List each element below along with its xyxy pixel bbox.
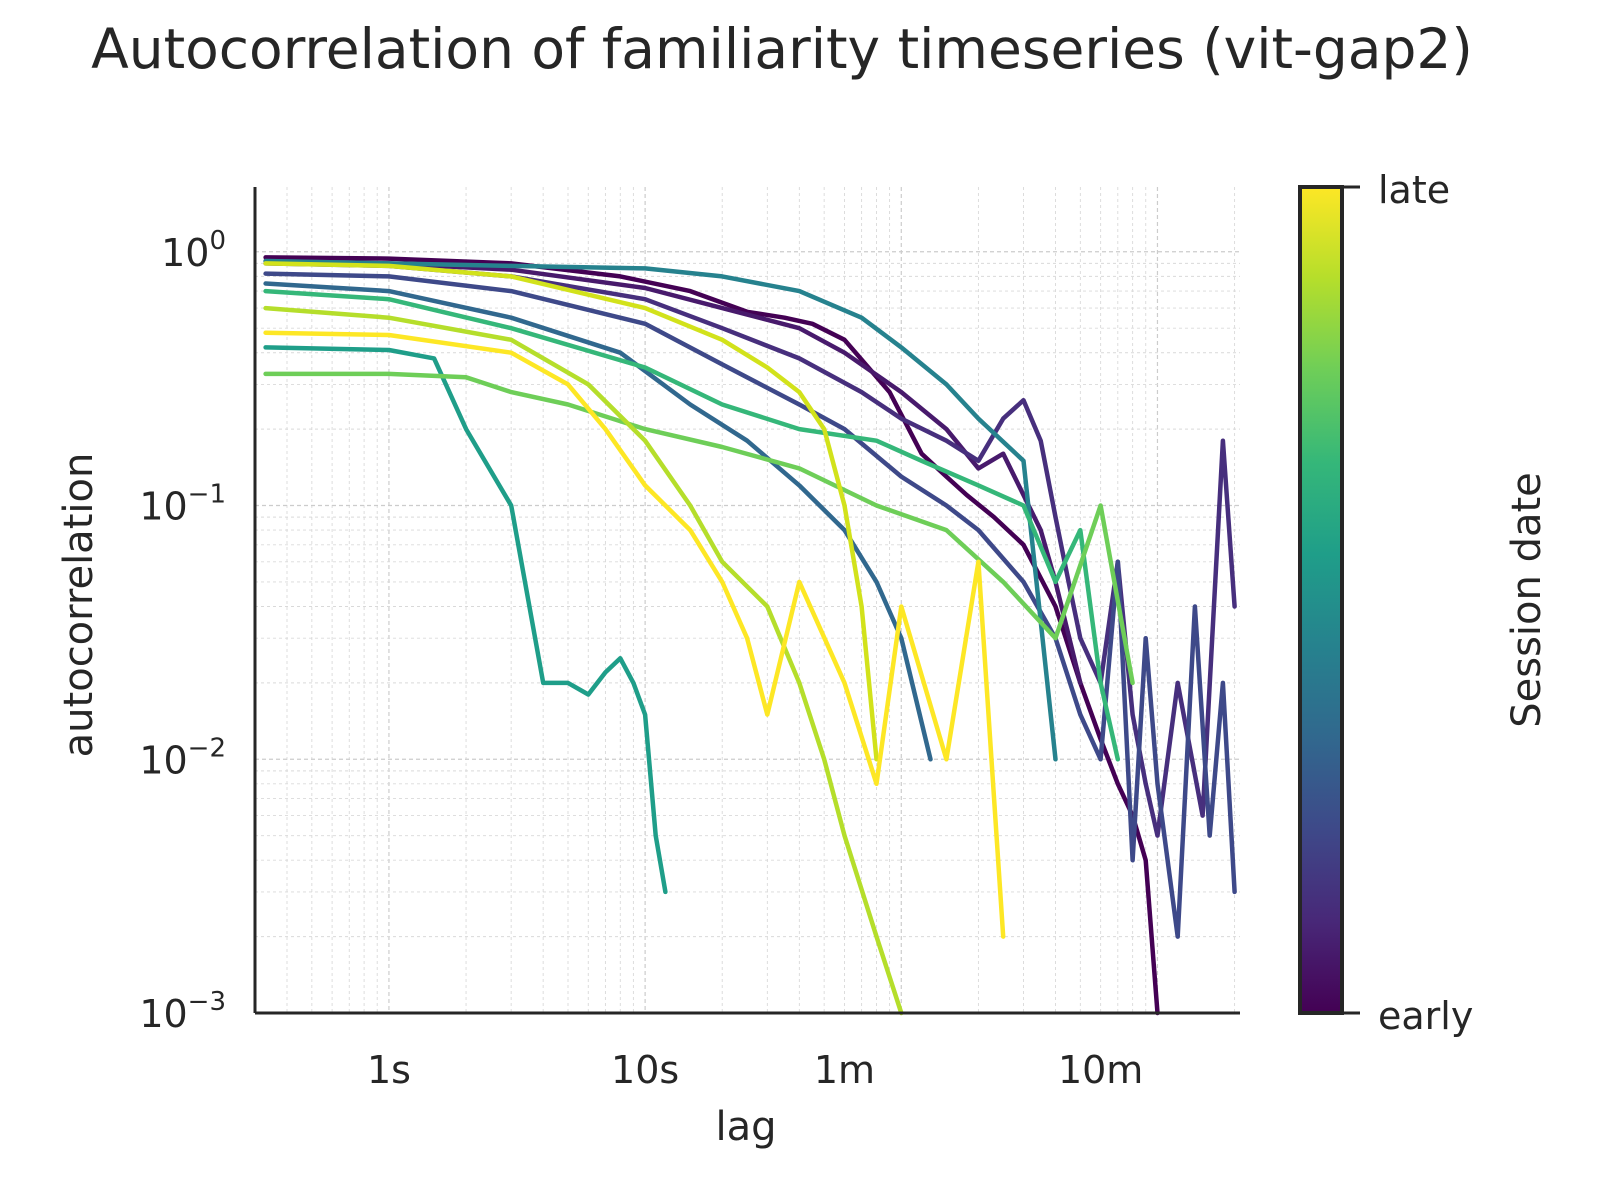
- axes: 1s 10s 1m 10m 100 10−1 10−2 10−3: [139, 187, 1240, 1092]
- series-line-3: [263, 261, 1237, 838]
- y-tick-label: 100: [161, 226, 226, 275]
- chart-title: Autocorrelation of familiarity timeserie…: [91, 17, 1473, 81]
- series-line-10: [263, 305, 904, 1016]
- series-line-12: [263, 330, 1006, 939]
- x-tick-label: 1s: [367, 1048, 411, 1092]
- y-tick-label: 10−2: [139, 733, 226, 782]
- colorbar-top-label: late: [1378, 168, 1450, 212]
- series-line-9: [263, 371, 1135, 686]
- y-tick-label: 10−1: [139, 480, 226, 529]
- y-axis-label: autocorrelation: [56, 453, 102, 758]
- series-line-7: [263, 345, 668, 895]
- x-axis-label: lag: [715, 1104, 776, 1150]
- series-line-1: [263, 255, 1160, 1016]
- colorbar: late early Session date: [1298, 168, 1550, 1038]
- colorbar-label: Session date: [1504, 472, 1550, 728]
- series-line-2: [263, 258, 1083, 686]
- series-line-6: [263, 258, 1058, 762]
- colorbar-gradient: [1298, 185, 1344, 1015]
- series-line-8: [263, 288, 1121, 762]
- x-tick-label: 10s: [611, 1048, 679, 1092]
- x-tick-label: 1m: [814, 1048, 875, 1092]
- series-line-11: [263, 261, 879, 762]
- colorbar-bottom-label: early: [1378, 994, 1473, 1038]
- x-tick-label: 10m: [1058, 1048, 1143, 1092]
- series-group: [263, 255, 1237, 1016]
- series-line-5: [263, 281, 933, 762]
- y-tick-label: 10−3: [139, 987, 226, 1036]
